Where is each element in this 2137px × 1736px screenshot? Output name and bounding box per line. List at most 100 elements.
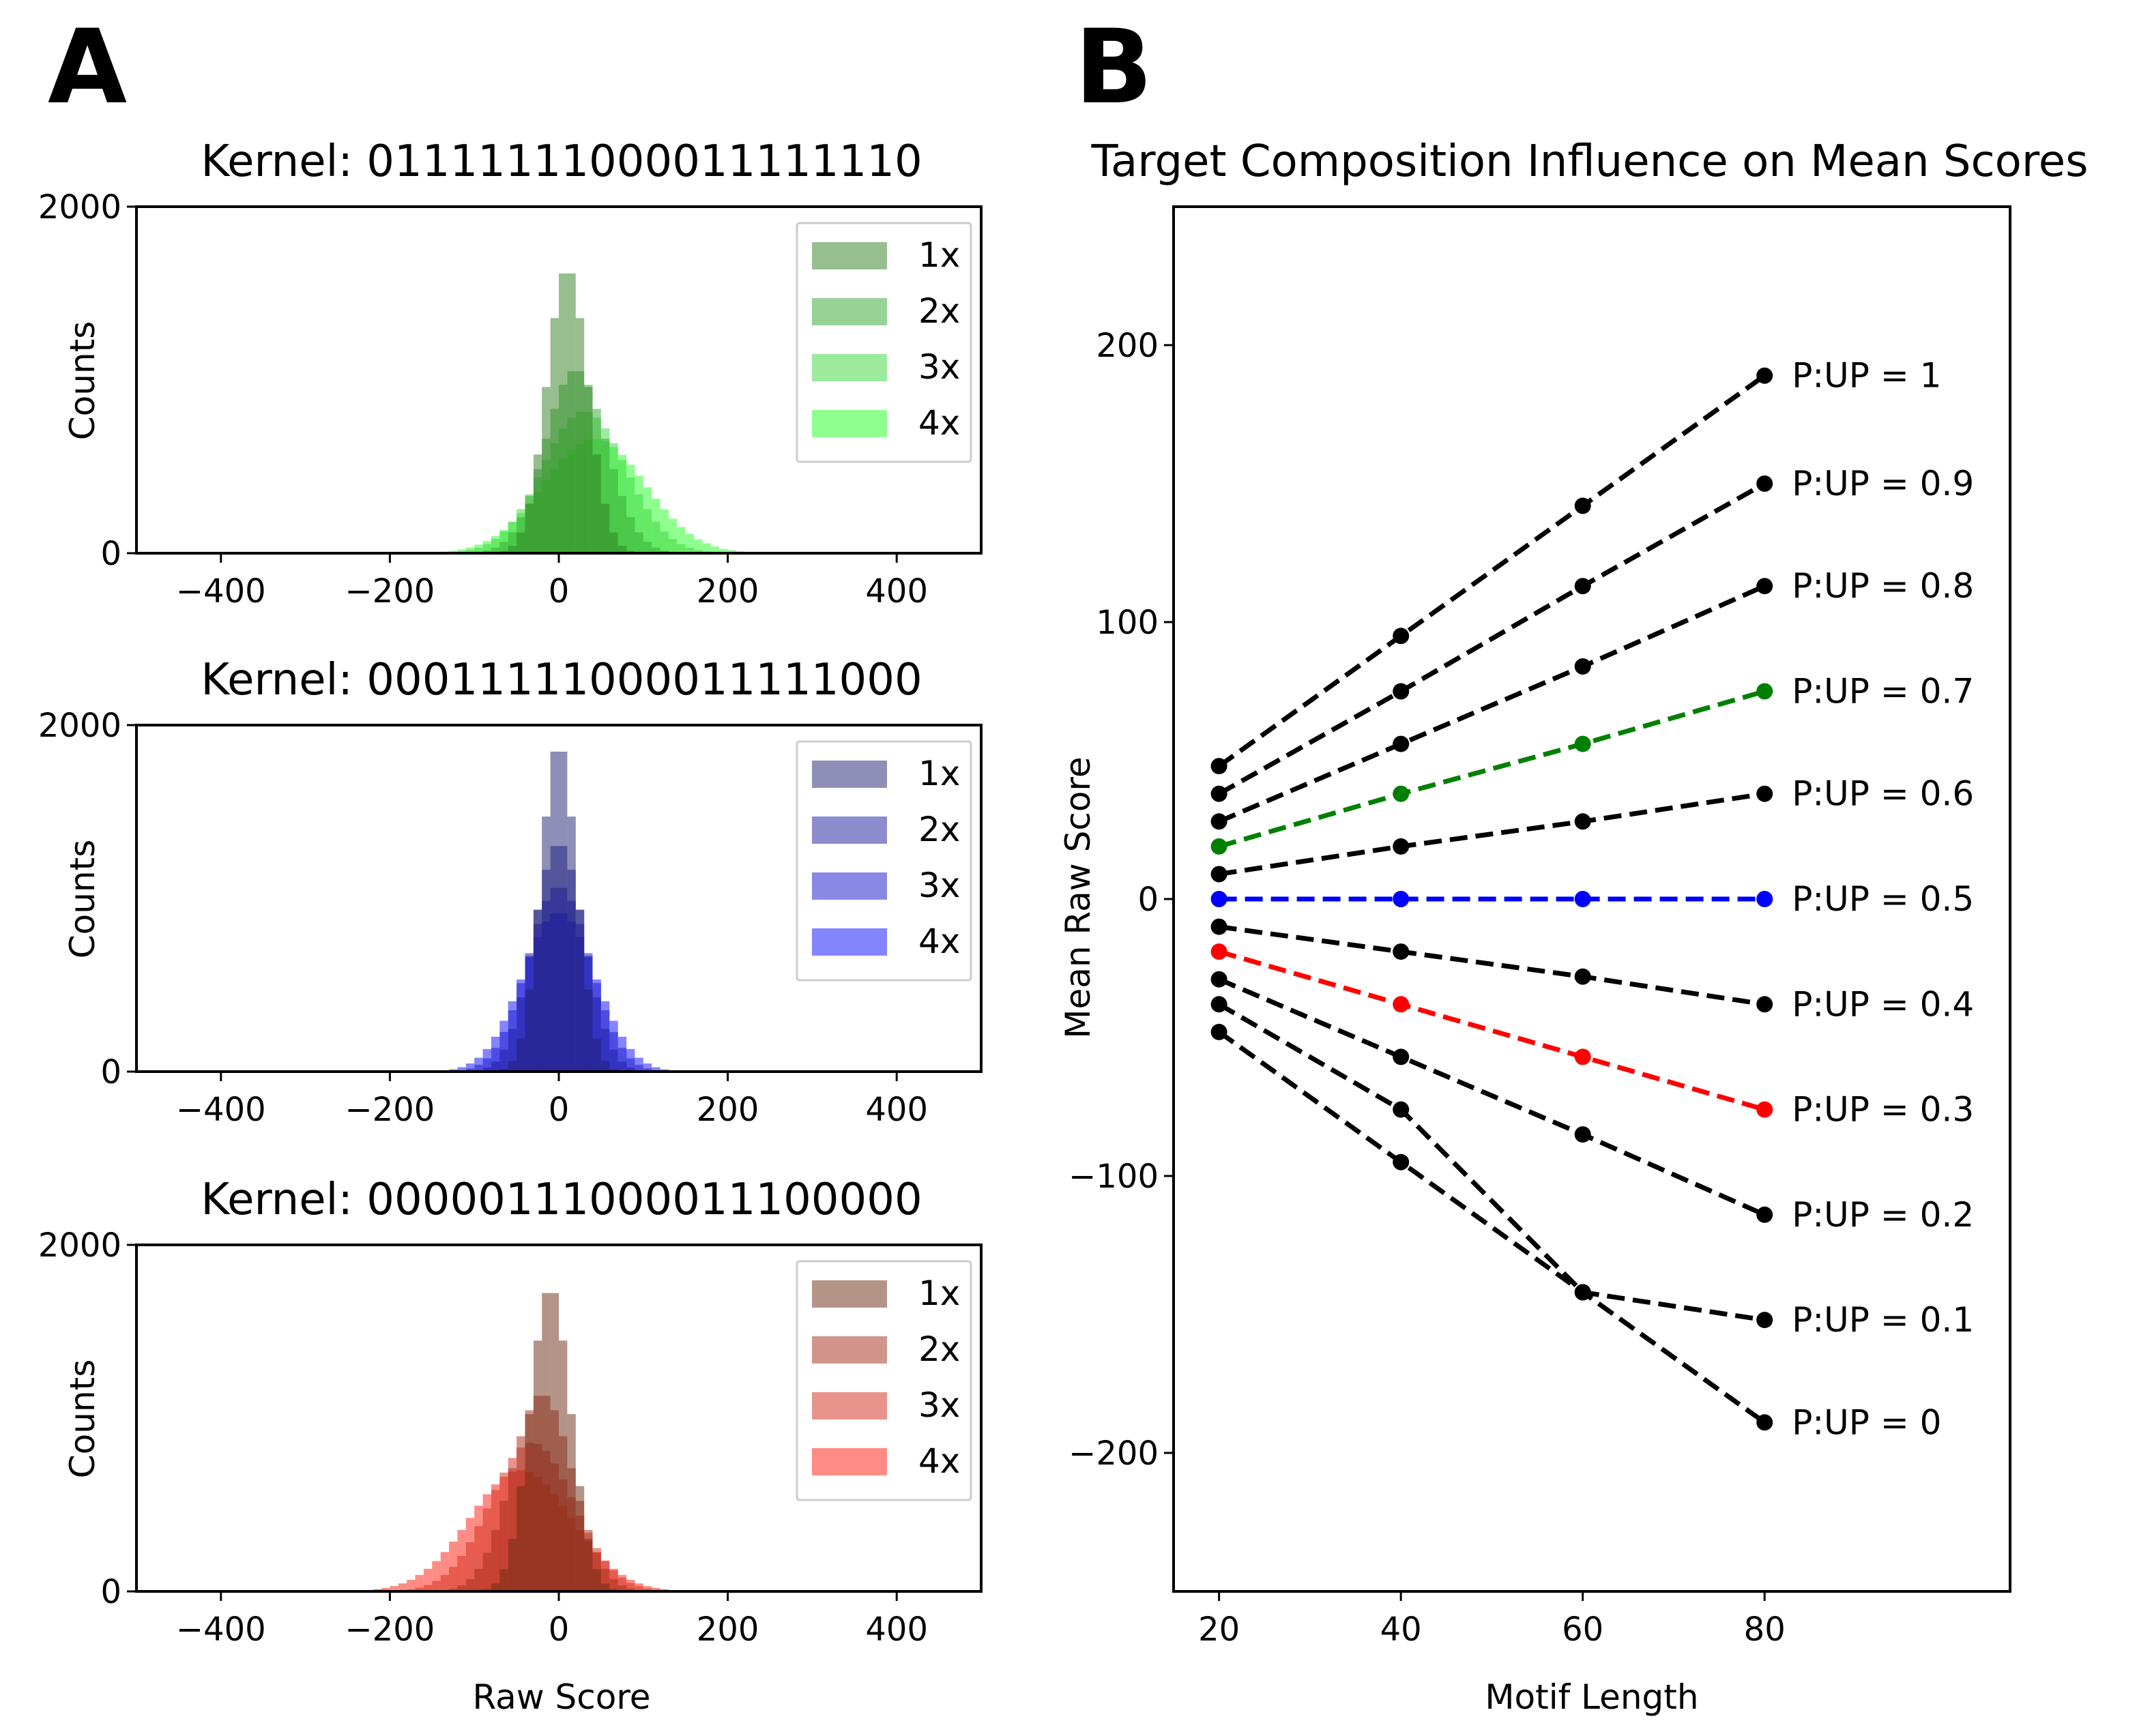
histogram-1-ytick-label: 2000: [38, 188, 121, 226]
histogram-3-bar-3x: [457, 1556, 466, 1591]
histogram-1-bar-4x: [719, 548, 728, 553]
histogram-1-bar-3x: [685, 548, 695, 553]
histogram-2-y-axis: 0 2000: [38, 707, 136, 1091]
histogram-3-bar-3x: [465, 1542, 475, 1591]
histogram-3-title: Kernel: 00000111000011100000: [201, 1175, 922, 1225]
line-series-8: [1218, 977, 1766, 1218]
histogram-2-legend-swatch-1x: [812, 761, 887, 788]
histogram-3-bar-1x: [542, 1293, 551, 1591]
histogram-1-bar-3x: [474, 548, 483, 553]
histogram-2-bar-3x: [643, 1068, 652, 1072]
histogram-1-bar-2x: [626, 517, 635, 553]
histogram-3-bar-1x: [550, 1293, 559, 1591]
line-series-2-label: P:UP = 0.8: [1792, 566, 1974, 606]
histogram-2-legend-label-4x: 4x: [918, 922, 960, 961]
histogram-1-bar-1x: [617, 546, 627, 553]
histogram-2-bar-2x: [491, 1061, 500, 1072]
line-series-0-label: P:UP = 1: [1792, 356, 1941, 396]
histogram-3-bar-4x: [652, 1587, 660, 1591]
line-series-6: [1219, 924, 1765, 1007]
histogram-1-legend-label-2x: 2x: [918, 291, 960, 331]
line-series-0-point: [1393, 628, 1410, 645]
histogram-3-bar-2x: [617, 1585, 627, 1591]
line-series-3-point: [1756, 683, 1773, 700]
line-series-3: [1218, 689, 1766, 849]
histogram-2-legend-label-2x: 2x: [918, 810, 960, 849]
histogram-2-legend-label-3x: 3x: [918, 866, 960, 905]
histogram-3-xtick-label: −400: [176, 1610, 266, 1649]
histogram-1-legend: 1x 2x 3x 4x: [796, 222, 972, 463]
line-series-0-point: [1574, 497, 1591, 514]
histogram-1-bar-4x: [710, 546, 720, 553]
histogram-2-ytick-label: 2000: [38, 707, 121, 745]
line-series-10-point: [1574, 1284, 1591, 1301]
histogram-panel-1: Kernel: 01111111000011111110 Counts −400…: [38, 136, 983, 610]
histogram-3-bar-3x: [415, 1587, 424, 1591]
line-series-8-point: [1393, 1048, 1410, 1065]
histogram-3-bar-1x: [499, 1569, 508, 1591]
line-series-1-point: [1574, 578, 1591, 595]
histogram-1-bar-2x: [635, 532, 643, 553]
histogram-1-bar-3x: [652, 521, 660, 553]
histogram-1-ylabel: Counts: [63, 321, 102, 441]
histogram-1-legend-swatch-3x: [812, 354, 887, 381]
histogram-1-legend-label-4x: 4x: [918, 403, 960, 443]
histogram-1-bar-2x: [491, 547, 500, 553]
histogram-3-bar-1x: [533, 1340, 542, 1591]
line-series-6-point: [1756, 996, 1773, 1013]
histogram-2-bar-1x: [542, 816, 551, 1072]
histogram-3-y-axis: 0 2000: [38, 1226, 136, 1611]
histogram-2-xtick-label: 0: [549, 1091, 570, 1129]
line-series-2-point: [1756, 578, 1773, 595]
histogram-3-legend-swatch-2x: [812, 1336, 887, 1364]
histogram-3-legend-label-4x: 4x: [918, 1441, 960, 1481]
line-series-6-point: [1210, 918, 1227, 935]
histogram-2-x-axis: −400 −200 0 200 400: [176, 1072, 928, 1129]
line-chart-xtick-label: 80: [1744, 1610, 1786, 1649]
line-chart-ytick-label: 200: [1096, 327, 1159, 365]
line-series-9-label: P:UP = 0.1: [1792, 1300, 1974, 1340]
histogram-2-title: Kernel: 00011111000011111000: [201, 655, 922, 705]
histogram-3-ytick-label: 2000: [38, 1226, 121, 1265]
histogram-1-legend-swatch-4x: [812, 410, 887, 437]
histogram-1-x-axis: −400 −200 0 200 400: [176, 553, 928, 610]
line-series-10-point: [1210, 1023, 1227, 1040]
histogram-3-bar-1x: [567, 1414, 576, 1591]
histogram-3-legend-label-1x: 1x: [918, 1274, 960, 1313]
histogram-1-xtick-label: 200: [697, 572, 759, 610]
histogram-2-bar-1x: [592, 1038, 601, 1072]
histogram-1-bar-4x: [727, 550, 736, 553]
histogram-2-bar-2x: [499, 1049, 508, 1072]
line-series-10: [1217, 1030, 1767, 1425]
histogram-1-bar-1x: [584, 387, 593, 553]
histogram-3-bar-1x: [600, 1583, 610, 1591]
histogram-2-bar-3x: [474, 1064, 483, 1072]
histogram-1-bar-2x: [617, 496, 627, 553]
histogram-2-bar-1x: [600, 1061, 610, 1072]
histogram-3-bar-4x: [407, 1580, 416, 1591]
histogram-3-ylabel: Counts: [63, 1359, 102, 1479]
histogram-2-legend: 1x 2x 3x 4x: [796, 740, 972, 982]
line-series-8-point: [1756, 1206, 1773, 1223]
histogram-2-xtick-label: −200: [345, 1091, 435, 1129]
histogram-1-legend-swatch-1x: [812, 242, 887, 269]
line-series-8-point: [1574, 1126, 1591, 1143]
line-series-4-point: [1756, 785, 1773, 802]
histogram-2-bar-2x: [508, 1029, 517, 1072]
histogram-1-bar-1x: [609, 532, 618, 553]
line-series-1-label: P:UP = 0.9: [1792, 464, 1974, 503]
histogram-2-bar-2x: [626, 1067, 635, 1072]
line-series-5-point: [1393, 891, 1410, 907]
histogram-1-bar-4x: [694, 539, 703, 553]
histogram-1-bar-2x: [652, 547, 660, 553]
line-series-8-label: P:UP = 0.2: [1792, 1195, 1974, 1235]
line-series-7-label: P:UP = 0.3: [1792, 1090, 1974, 1130]
histogram-2-bar-1x: [559, 751, 568, 1072]
histogram-2-bar-4x: [457, 1067, 466, 1072]
histogram-panel-3: Kernel: 00000111000011100000 Counts −400…: [38, 1175, 983, 1717]
histogram-1-ytick-label: 0: [100, 535, 121, 573]
histogram-3-bar-2x: [482, 1553, 491, 1591]
line-chart-ytick-label: −200: [1068, 1435, 1159, 1473]
histogram-2-legend-swatch-3x: [812, 872, 887, 900]
